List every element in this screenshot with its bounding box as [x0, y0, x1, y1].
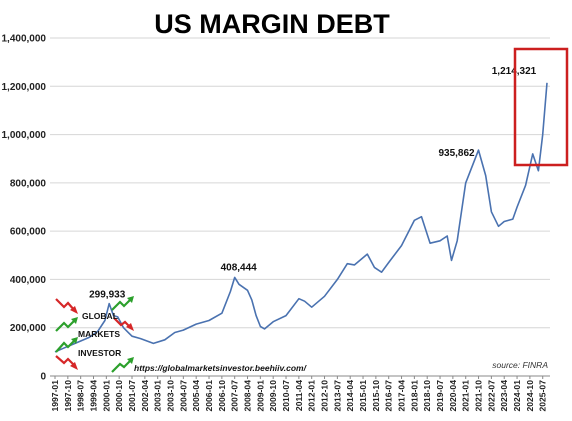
x-tick-label: 2016-07 [384, 380, 394, 412]
x-tick-label: 2020-04 [448, 380, 458, 412]
y-tick-label: 1,000,000 [2, 130, 47, 141]
x-tick-label: 2017-04 [397, 380, 407, 412]
x-tick-label: 2012-10 [320, 380, 330, 412]
gridlines [50, 37, 550, 377]
x-tick-label: 2009-10 [268, 380, 278, 412]
x-tick-label: 2018-10 [422, 380, 432, 412]
x-tick-label: 2013-07 [332, 380, 342, 412]
x-tick-label: 2015-01 [358, 380, 368, 412]
x-tick-label: 2001-07 [127, 380, 137, 412]
y-tick-label: 400,000 [10, 275, 47, 286]
x-tick-label: 2021-01 [461, 380, 471, 412]
x-axis-ticks: 1997-01 1997-10 1998-07 1999-04 2000-01 2000-… [50, 376, 548, 412]
global-markets-investor-logo: GLOBAL MARKETS INVESTOR [55, 296, 134, 373]
x-tick-label: 2015-10 [371, 380, 381, 412]
x-tick-label: 2003-10 [166, 380, 176, 412]
x-tick-label: 2009-01 [255, 380, 265, 412]
green-up-arrow-icon [55, 317, 78, 332]
x-tick-label: 2019-07 [435, 380, 445, 412]
x-tick-label: 2002-04 [140, 380, 150, 412]
y-tick-label: 600,000 [10, 227, 47, 238]
x-tick-label: 1998-07 [76, 380, 86, 412]
x-tick-label: 1997-01 [50, 380, 60, 412]
x-tick-label: 2003-01 [153, 380, 163, 412]
green-up-arrow-icon [55, 337, 78, 353]
x-tick-label: 1999-04 [89, 380, 99, 412]
highlight-box [513, 47, 569, 167]
x-tick-label: 2007-07 [230, 380, 240, 412]
x-tick-label: 2006-10 [217, 380, 227, 412]
red-down-arrow-icon [55, 298, 78, 314]
series-line [54, 82, 548, 353]
logo-text-investor: INVESTOR [78, 348, 121, 358]
x-tick-label: 2023-04 [499, 380, 509, 412]
green-up-arrow-icon [111, 357, 134, 373]
logo-text-global: GLOBAL [82, 311, 118, 321]
x-tick-label: 2021-10 [474, 380, 484, 412]
logo-text-markets: MARKETS [78, 329, 120, 339]
x-tick-label: 2000-10 [114, 380, 124, 412]
x-tick-label: 1997-10 [63, 380, 73, 412]
x-tick-label: 2024-01 [512, 380, 522, 412]
x-tick-label: 2005-04 [191, 380, 201, 412]
red-down-arrow-icon [113, 317, 134, 331]
green-up-arrow-icon [111, 296, 134, 311]
y-axis-ticks: 0 200,000 400,000 600,000 800,000 1,000,000 1,… [2, 34, 47, 383]
data-label: 935,862 [438, 148, 475, 159]
x-tick-label: 2014-04 [345, 380, 355, 412]
y-tick-label: 200,000 [10, 323, 47, 334]
y-tick-label: 800,000 [10, 178, 47, 189]
y-tick-label: 0 [40, 372, 46, 383]
series-line-group [54, 82, 548, 353]
x-tick-label: 2025-07 [538, 380, 548, 412]
chart-title: US MARGIN DEBT [154, 9, 390, 39]
source-url: https://globalmarketsinvestor.beehiiv.co… [134, 363, 308, 373]
red-down-arrow-icon [55, 355, 78, 370]
x-tick-label: 2010-07 [281, 380, 291, 412]
x-tick-label: 2004-07 [178, 380, 188, 412]
data-label: 299,933 [89, 290, 126, 301]
data-label: 408,444 [221, 262, 258, 273]
x-tick-label: 2024-10 [525, 380, 535, 412]
y-tick-label: 1,200,000 [2, 82, 47, 93]
source-note: source: FINRA [492, 360, 548, 370]
x-tick-label: 2000-01 [101, 380, 111, 412]
x-tick-label: 2011-04 [294, 380, 304, 411]
x-tick-label: 2012-01 [307, 380, 317, 412]
x-tick-label: 2018-01 [409, 380, 419, 412]
x-tick-label: 2022-07 [486, 380, 496, 412]
x-tick-label: 2006-01 [204, 380, 214, 412]
x-tick-label: 2008-04 [243, 380, 253, 412]
y-tick-label: 1,400,000 [2, 34, 47, 45]
